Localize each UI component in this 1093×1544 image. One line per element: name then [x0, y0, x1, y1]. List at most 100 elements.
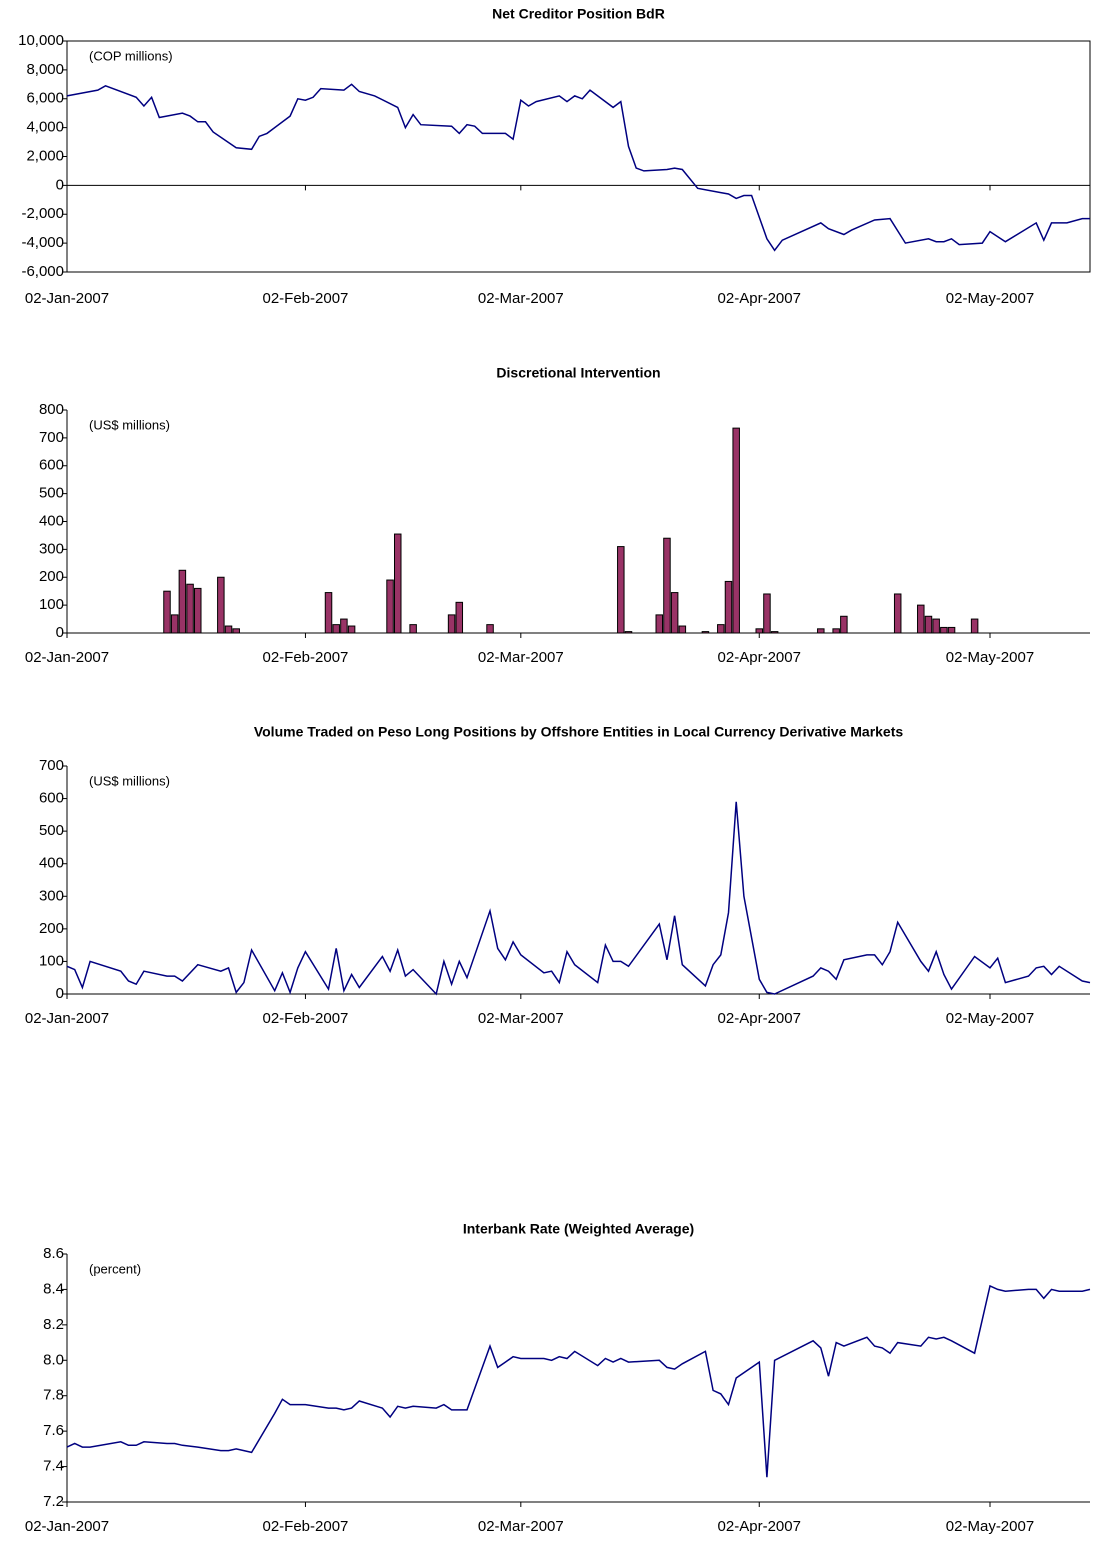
bar [447, 614, 456, 634]
y-tick-label: 300 [39, 540, 64, 557]
y-tick-label: 500 [39, 485, 64, 502]
x-tick-label: 02-May-2007 [946, 290, 1034, 307]
y-tick-label: 600 [39, 790, 64, 807]
x-tick-label: 02-Jan-2007 [25, 290, 109, 307]
bar [940, 626, 948, 634]
y-tick-label: 7.2 [43, 1493, 64, 1510]
x-tick-label: 02-Feb-2007 [262, 290, 348, 307]
x-tick-label: 02-Feb-2007 [262, 1010, 348, 1027]
x-tick-label: 02-May-2007 [946, 1010, 1034, 1027]
y-tick-label: 300 [39, 887, 64, 904]
y-tick-label: 0 [56, 176, 64, 193]
bar [893, 593, 902, 634]
data-line [66, 83, 1090, 252]
bar [186, 583, 194, 634]
x-tick-label: 02-Mar-2007 [478, 290, 564, 307]
bar [347, 625, 356, 634]
bar [840, 615, 848, 634]
y-tick-label: 8.2 [43, 1316, 64, 1333]
y-tick-label: 8.4 [43, 1280, 64, 1297]
chart-title: Volume Traded on Peso Long Positions by … [254, 724, 904, 740]
y-tick-label: 7.8 [43, 1387, 64, 1404]
y-tick-label: -4,000 [21, 234, 64, 251]
bar [486, 624, 494, 634]
bar [832, 628, 840, 634]
bar [324, 592, 333, 634]
chart-title: Interbank Rate (Weighted Average) [463, 1221, 694, 1237]
y-tick-label: -2,000 [21, 205, 64, 222]
bar [970, 618, 979, 634]
unit-note: (COP millions) [89, 48, 173, 63]
bar [224, 625, 233, 634]
bar [817, 628, 825, 634]
y-tick-label: 7.4 [43, 1458, 64, 1475]
x-tick-label: 02-Jan-2007 [25, 1010, 109, 1027]
y-tick-label: 100 [39, 952, 64, 969]
unit-note: (percent) [89, 1261, 141, 1276]
x-tick-label: 02-Apr-2007 [718, 1518, 801, 1535]
bar [194, 587, 202, 634]
unit-note: (US$ millions) [89, 417, 170, 432]
y-tick-label: 400 [39, 512, 64, 529]
y-tick-label: 600 [39, 457, 64, 474]
data-line [66, 801, 1091, 996]
chart-title: Discretional Intervention [496, 365, 660, 381]
y-tick-label: 8.0 [43, 1351, 64, 1368]
bar [332, 624, 340, 634]
x-tick-label: 02-Mar-2007 [478, 1518, 564, 1535]
bar [763, 593, 771, 634]
bar [932, 618, 940, 634]
x-tick-label: 02-Apr-2007 [718, 1010, 801, 1027]
bar [340, 618, 348, 634]
x-tick-label: 02-Feb-2007 [262, 1518, 348, 1535]
x-tick-label: 02-Mar-2007 [478, 1010, 564, 1027]
bar [163, 590, 171, 634]
bar [724, 580, 733, 634]
bar [386, 579, 394, 634]
y-tick-label: 7.6 [43, 1422, 64, 1439]
y-tick-label: 800 [39, 401, 64, 418]
y-tick-label: -6,000 [21, 263, 64, 280]
bar [617, 546, 625, 634]
bar [178, 569, 187, 634]
bar [217, 576, 225, 634]
y-tick-label: 8.6 [43, 1245, 64, 1262]
y-tick-label: 700 [39, 429, 64, 446]
x-tick-label: 02-May-2007 [946, 1518, 1034, 1535]
y-tick-label: 2,000 [26, 147, 64, 164]
y-tick-label: 6,000 [26, 90, 64, 107]
bar [755, 628, 764, 634]
bar [624, 631, 633, 634]
chart-title: Net Creditor Position BdR [492, 6, 665, 22]
x-tick-label: 02-Mar-2007 [478, 649, 564, 666]
y-tick-label: 0 [56, 624, 64, 641]
y-tick-label: 400 [39, 855, 64, 872]
bar [170, 614, 179, 634]
x-tick-label: 02-Apr-2007 [718, 290, 801, 307]
x-tick-label: 02-Jan-2007 [25, 1518, 109, 1535]
bar [670, 592, 679, 634]
bar [232, 628, 240, 634]
bar [770, 631, 779, 634]
y-tick-label: 0 [56, 985, 64, 1002]
bar [732, 427, 740, 634]
y-tick-label: 700 [39, 757, 64, 774]
bar [409, 624, 417, 634]
bar [701, 631, 710, 634]
y-tick-label: 500 [39, 822, 64, 839]
bar [655, 614, 664, 634]
bar [917, 604, 925, 634]
bar [924, 615, 933, 634]
x-tick-label: 02-May-2007 [946, 649, 1034, 666]
y-tick-label: 200 [39, 568, 64, 585]
y-tick-label: 8,000 [26, 61, 64, 78]
bar [393, 533, 402, 634]
bar [947, 626, 956, 634]
bar [663, 537, 671, 634]
x-tick-label: 02-Feb-2007 [262, 649, 348, 666]
x-tick-label: 02-Jan-2007 [25, 649, 109, 666]
y-tick-label: 10,000 [18, 32, 64, 49]
bar [455, 601, 464, 634]
data-line [66, 1284, 1091, 1478]
